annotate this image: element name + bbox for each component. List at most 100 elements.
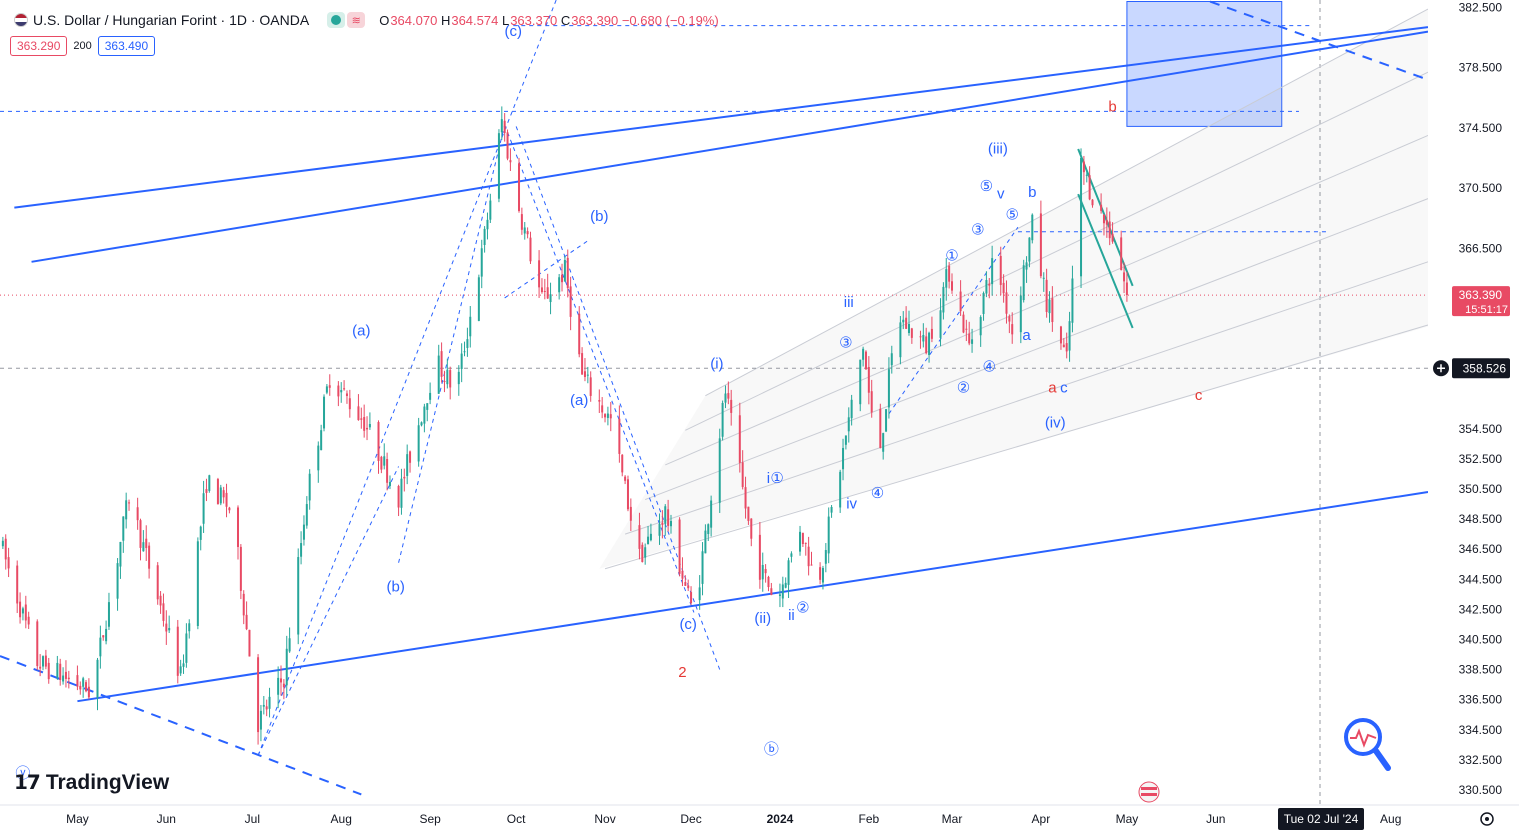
candle-body	[1085, 174, 1088, 176]
candle-body	[343, 388, 346, 390]
candle-body	[363, 417, 366, 431]
candle-body	[463, 351, 466, 353]
candle-body	[239, 546, 242, 591]
wave-label: ①	[770, 470, 783, 487]
candle-body	[810, 564, 813, 566]
candle-body	[443, 381, 446, 383]
candle-body	[687, 585, 690, 589]
magnifier-icon	[1344, 718, 1382, 756]
candle-body	[259, 710, 262, 730]
candle-body	[799, 531, 802, 552]
candle-body	[1062, 344, 1065, 348]
candle-body	[707, 524, 710, 535]
candle-body	[236, 507, 240, 547]
candle-body	[440, 351, 443, 377]
candle-body	[105, 628, 108, 642]
dashed-line	[888, 226, 1019, 415]
price-axis[interactable]: 382.500 378.500 374.500 370.500 366.500 354.5…	[1428, 0, 1519, 805]
candle-body	[228, 507, 231, 511]
crosshair-date-tag	[1278, 808, 1364, 830]
dashed-line	[398, 124, 506, 563]
spread-value: 200	[73, 40, 92, 52]
candle-body	[1028, 237, 1031, 262]
wave-label: ④	[871, 485, 884, 502]
candle-body	[96, 659, 99, 698]
indicator-toggles[interactable]: ≋	[327, 12, 366, 28]
candle-body	[609, 414, 612, 419]
candle-body	[741, 462, 744, 487]
candle-body	[641, 544, 644, 563]
candle-body	[1031, 214, 1034, 241]
ask-button[interactable]: 363.490	[97, 36, 156, 56]
candle-body	[604, 414, 607, 418]
wave-label: (ii)	[754, 610, 771, 627]
candle-body	[383, 456, 386, 466]
candle-body	[864, 351, 867, 370]
price-tick-label: 366.500	[1459, 241, 1503, 255]
price-axis-bg	[1428, 0, 1519, 805]
candle-body	[561, 274, 564, 283]
candle-body	[128, 502, 131, 504]
wave-label: (c)	[679, 616, 697, 633]
wave-label: iv	[846, 496, 857, 513]
wave-label: a	[1022, 327, 1031, 344]
candle-body	[626, 479, 629, 510]
candle-body	[325, 386, 328, 393]
candle-body	[778, 594, 781, 596]
candle-body	[449, 370, 452, 388]
candle-body	[216, 479, 219, 505]
candle-body	[589, 377, 592, 396]
candle-body	[790, 553, 793, 557]
candle-body	[1071, 278, 1074, 323]
candle-body	[176, 626, 179, 676]
candle-body	[165, 623, 168, 632]
wave-label: v	[997, 186, 1005, 203]
wave-label: (b)	[590, 208, 608, 225]
pattern-icon[interactable]: ≋	[347, 12, 366, 28]
candle-body	[139, 520, 142, 548]
candle-body	[7, 557, 10, 569]
candle-body	[366, 427, 369, 430]
candle-body	[1080, 157, 1083, 277]
price-tick-label: 336.500	[1459, 693, 1503, 707]
candle-body	[340, 390, 343, 393]
candle-body	[1042, 277, 1045, 279]
candle-body	[503, 120, 506, 134]
symbol-title[interactable]: U.S. Dollar / Hungarian Forint · 1D · OA…	[33, 12, 310, 28]
candle-body	[388, 481, 391, 487]
candle-body	[549, 294, 552, 303]
candle-body	[1025, 262, 1028, 270]
candle-body	[950, 281, 954, 291]
candle-body	[925, 336, 928, 354]
market-open-icon[interactable]	[327, 12, 346, 28]
candle-body	[142, 542, 145, 552]
candle-body	[962, 314, 965, 333]
price-tick-label: 348.500	[1459, 512, 1503, 526]
candle-body	[457, 371, 460, 385]
candle-body	[423, 406, 426, 424]
candle-body	[784, 582, 787, 588]
candle-body	[721, 402, 724, 437]
candle-body	[827, 516, 830, 554]
candle-body	[624, 476, 627, 481]
wave-label: c	[1060, 380, 1068, 397]
wave-label: c	[1195, 387, 1203, 404]
bid-button[interactable]: 363.290	[10, 36, 68, 56]
candle-body	[758, 534, 761, 580]
candle-body	[265, 706, 268, 710]
symbol-header: U.S. Dollar / Hungarian Forint · 1D · OA…	[14, 9, 719, 31]
candle-body	[821, 567, 824, 583]
candle-body	[145, 538, 148, 549]
candle-body	[308, 473, 311, 501]
tradingview-logo[interactable]: 𝟭𝟳 TradingView	[14, 770, 169, 795]
time-tick-label: Jun	[157, 812, 176, 826]
time-axis[interactable]: May Jun Jul Aug Sep Oct Nov Dec 2024 Feb Mar Apr May…	[0, 718, 1519, 835]
candle-body	[42, 656, 45, 667]
candle-body	[887, 369, 890, 408]
candle-body	[185, 633, 188, 663]
candle-body	[1011, 324, 1014, 335]
price-tick-label: 330.500	[1459, 783, 1503, 797]
wave-label: i	[767, 470, 770, 487]
candle-body	[520, 214, 523, 230]
